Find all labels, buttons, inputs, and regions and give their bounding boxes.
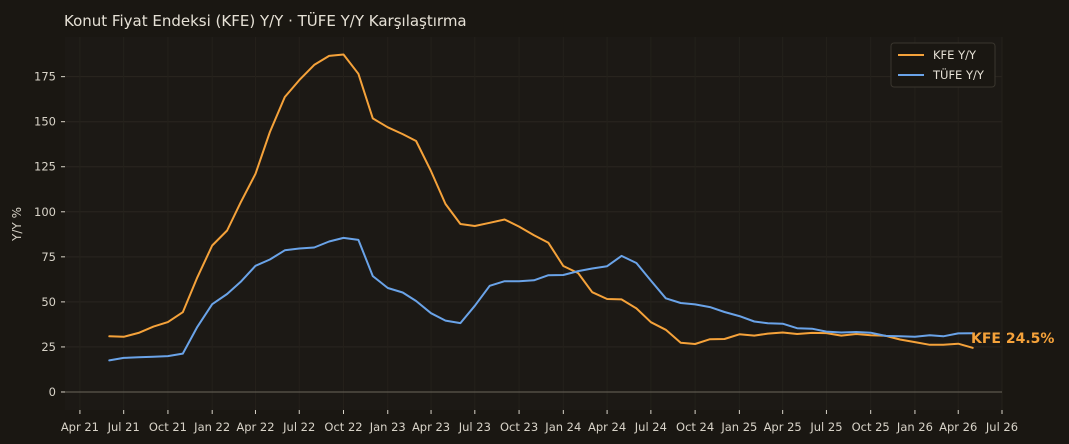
y-axis-ticks: 0 25 50 75 100 125 150 175 (34, 70, 65, 399)
legend: KFE Y/Y TÜFE Y/Y (890, 42, 996, 88)
x-tick-label: Oct 22 (324, 420, 362, 434)
x-tick-label: Apr 25 (764, 420, 802, 434)
grid-lines (65, 37, 1003, 410)
legend-label-tufe: TÜFE Y/Y (932, 66, 985, 82)
plot-area (65, 37, 1002, 410)
x-tick-label: Jul 23 (458, 420, 491, 434)
x-tick-label: Oct 25 (852, 420, 890, 434)
legend-label-kfe: KFE Y/Y (933, 48, 977, 62)
x-tick-label: Jan 25 (720, 420, 757, 434)
x-tick-label: Jan 23 (369, 420, 406, 434)
series-line-kfe (108, 53, 974, 349)
chart-title: Konut Fiyat Endeksi (KFE) Y/Y · TÜFE Y/Y… (64, 11, 467, 30)
x-tick-label: Oct 21 (149, 420, 187, 434)
y-tick-label: 150 (34, 115, 56, 129)
y-tick-label: 0 (49, 385, 56, 399)
x-axis-ticks: Apr 21 Jul 21 Oct 21 Jan 22 Apr 22 Jul 22 Oct … (61, 410, 1018, 434)
y-tick-label: 25 (41, 340, 56, 354)
series-lines (108, 53, 974, 362)
y-axis-label: Y/Y % (10, 207, 24, 242)
x-tick-label: Apr 21 (61, 420, 99, 434)
y-tick-label: 175 (34, 70, 56, 84)
x-tick-label: Jul 26 (985, 420, 1018, 434)
x-tick-label: Jul 24 (634, 420, 667, 434)
x-tick-label: Jan 22 (193, 420, 230, 434)
x-tick-label: Jan 26 (896, 420, 933, 434)
y-tick-label: 100 (34, 205, 56, 219)
y-tick-label: 125 (34, 160, 56, 174)
x-tick-label: Apr 23 (412, 420, 450, 434)
x-tick-label: Jul 22 (282, 420, 315, 434)
series-line-tufe (108, 236, 974, 362)
x-tick-label: Apr 26 (939, 420, 977, 434)
x-tick-label: Oct 23 (500, 420, 538, 434)
x-tick-label: Apr 22 (236, 420, 274, 434)
y-tick-label: 75 (41, 250, 56, 264)
y-tick-label: 50 (41, 295, 56, 309)
x-tick-label: Oct 24 (676, 420, 714, 434)
x-tick-label: Jul 21 (107, 420, 140, 434)
end-value-annotation: KFE 24.5% (971, 331, 1054, 347)
x-tick-label: Jul 25 (809, 420, 842, 434)
x-tick-label: Apr 24 (588, 420, 626, 434)
x-tick-label: Jan 24 (544, 420, 581, 434)
